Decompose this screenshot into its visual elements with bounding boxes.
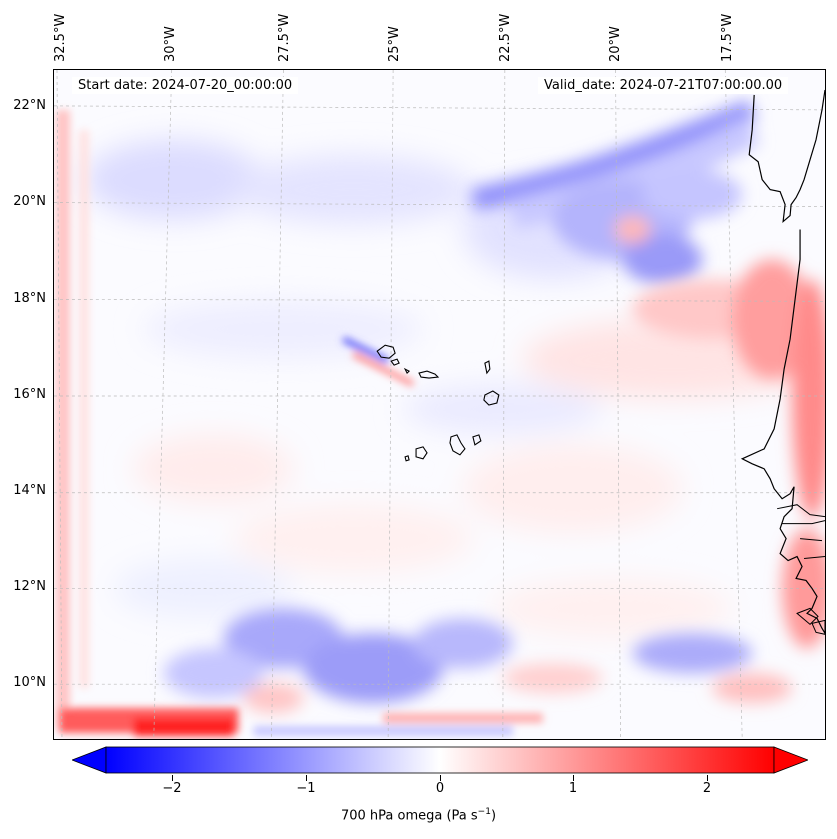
colorbar-label-sup: −1: [477, 807, 491, 817]
africa-coast-inlets: [777, 504, 825, 635]
omega-background-patches: [83, 139, 823, 639]
colorbar-max-extend: [773, 746, 810, 774]
colorbar-tick-mark: [573, 775, 574, 781]
lat-label-12n: 12°N: [13, 579, 46, 594]
colorbar-tick-label: −1: [296, 781, 316, 796]
lat-label-16n: 16°N: [13, 387, 46, 402]
start-date-label: Start date: 2024-07-20_00:00:00: [72, 77, 299, 94]
omega-island-wake: [341, 336, 415, 387]
omega-boundary-edges: [55, 109, 543, 737]
omega-southern-band: [163, 608, 793, 714]
colorbar-tick-mark: [172, 775, 173, 781]
lon-label-32-5w: 32.5°W: [53, 13, 68, 62]
cape-verde-islands: [376, 344, 500, 462]
lon-label-25w: 25°W: [387, 26, 402, 62]
colorbar-body: [105, 746, 775, 774]
lat-label-22n: 22°N: [13, 98, 46, 113]
lon-label-22-5w: 22.5°W: [498, 13, 513, 62]
colorbar-gradient: [70, 746, 810, 774]
island-maio: [472, 434, 482, 446]
omega-map: [53, 69, 826, 740]
island-santo-antao: [376, 344, 396, 359]
colorbar-tick-label: 0: [435, 781, 445, 796]
island-boa-vista: [483, 390, 500, 406]
lon-label-20w: 20°W: [608, 26, 623, 62]
island-fogo: [415, 446, 428, 460]
colorbar-tick-mark: [707, 775, 708, 781]
colorbar-tick-mark: [306, 775, 307, 781]
island-sao-nicolau: [418, 370, 440, 379]
lon-label-17-5w: 17.5°W: [720, 13, 735, 62]
omega-field: [54, 70, 825, 739]
omega-ne-band: [470, 99, 760, 285]
island-sal: [484, 360, 491, 375]
colorbar-label-main: 700 hPa omega (Pa s: [340, 808, 478, 824]
colorbar-label: 700 hPa omega (Pa s−1): [0, 807, 837, 823]
colorbar-label-end: ): [490, 808, 497, 824]
lat-label-20n: 20°N: [13, 194, 46, 209]
valid-date-label: Valid_date: 2024-07-21T07:00:00.00: [538, 77, 789, 94]
lat-label-10n: 10°N: [13, 675, 46, 690]
island-santiago: [449, 434, 466, 456]
colorbar-tick-mark: [440, 775, 441, 781]
lon-label-30w: 30°W: [163, 26, 178, 62]
island-santa-luzia: [403, 367, 411, 375]
colorbar-tick-label: 2: [702, 781, 712, 796]
colorbar-tick-label: −2: [162, 781, 182, 796]
omega-coast-red: [632, 259, 825, 649]
colorbar: [70, 746, 810, 774]
island-sao-vicente: [390, 358, 400, 366]
colorbar-tick-label: 1: [568, 781, 578, 796]
lat-label-18n: 18°N: [13, 291, 46, 306]
africa-coastline: [740, 89, 825, 634]
lon-label-27-5w: 27.5°W: [277, 13, 292, 62]
colorbar-min-extend: [70, 746, 107, 774]
graticule: [54, 70, 825, 739]
lat-label-14n: 14°N: [13, 483, 46, 498]
island-brava: [404, 455, 410, 462]
